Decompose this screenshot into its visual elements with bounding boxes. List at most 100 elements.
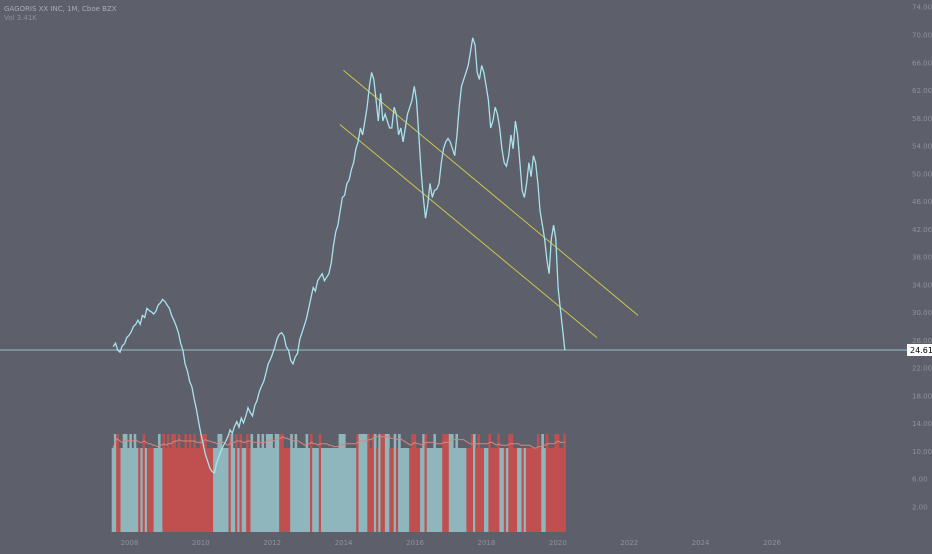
volume-bar xyxy=(188,434,192,532)
volume-bar xyxy=(338,434,342,532)
volume-bar xyxy=(226,448,229,532)
volume-bar xyxy=(556,434,560,532)
volume-bar xyxy=(303,448,306,532)
volume-bar xyxy=(292,448,295,532)
volume-bar xyxy=(217,434,221,532)
volume-bar xyxy=(345,448,348,532)
volume-bar xyxy=(206,448,209,532)
volume-bar xyxy=(428,448,432,532)
volume-bar xyxy=(281,434,284,532)
volume-bar xyxy=(219,434,223,532)
volume-bar xyxy=(248,448,251,532)
volume-bar xyxy=(307,448,311,532)
time-tick-label: 2024 xyxy=(692,539,710,547)
price-series-line xyxy=(112,37,566,474)
time-tick-label: 2010 xyxy=(192,539,210,547)
volume-bar xyxy=(477,434,480,532)
last-price-tag: 24.61 xyxy=(907,344,932,356)
volume-bar xyxy=(283,448,287,532)
volume-bar xyxy=(113,434,117,532)
volume-bar xyxy=(224,448,227,532)
volume-bar xyxy=(347,448,350,532)
volume-bar xyxy=(519,448,522,532)
volume-bar xyxy=(433,434,436,532)
volume-bar xyxy=(422,434,425,532)
volume-bar xyxy=(378,434,381,532)
volume-bar xyxy=(235,434,238,532)
volume-bar xyxy=(365,434,368,532)
volume-bar xyxy=(129,434,132,532)
volume-bar xyxy=(246,434,249,532)
volume-bar xyxy=(384,434,388,532)
volume-bar xyxy=(221,448,225,532)
volume-bar xyxy=(484,448,487,532)
volume-bar xyxy=(367,434,370,532)
volume-bar xyxy=(446,434,450,532)
volume-bar xyxy=(160,448,163,532)
volume-bar xyxy=(448,434,452,532)
volume-bar xyxy=(552,448,555,532)
volume-bar xyxy=(296,448,300,532)
volume-bar xyxy=(393,434,397,532)
volume-bar xyxy=(431,448,434,532)
volume-bar xyxy=(481,448,485,532)
price-tick-label: 10.00 xyxy=(912,448,932,456)
volume-bar xyxy=(409,448,412,532)
volume-bars xyxy=(111,434,566,532)
volume-bar xyxy=(151,448,154,532)
price-tick-label: 42.00 xyxy=(912,226,932,234)
volume-bar xyxy=(435,448,439,532)
price-tick-label: 54.00 xyxy=(912,143,932,151)
volume-bar xyxy=(492,448,496,532)
volume-bar xyxy=(558,448,562,532)
volume-bar xyxy=(362,434,366,532)
volume-bar xyxy=(455,434,458,532)
volume-bar xyxy=(294,434,298,532)
volume-bar xyxy=(508,434,511,532)
volume-bar xyxy=(426,448,430,532)
volume-bar xyxy=(259,448,262,532)
volume-bar xyxy=(323,448,326,532)
volume-bar xyxy=(279,434,282,532)
volume-bar xyxy=(312,448,315,532)
volume-bar xyxy=(530,448,533,532)
volume-readout: Vol 3.41K xyxy=(4,14,37,22)
volume-bar xyxy=(404,448,408,532)
volume-bar xyxy=(528,448,531,532)
volume-bar xyxy=(173,434,176,532)
price-tick-label: 6.00 xyxy=(912,476,928,484)
volume-bar xyxy=(239,434,243,532)
volume-bar xyxy=(162,434,165,532)
price-tick-label: 34.00 xyxy=(912,281,932,289)
volume-bar xyxy=(274,434,278,532)
volume-bar xyxy=(532,448,536,532)
volume-bar xyxy=(358,434,362,532)
price-tick-label: 46.00 xyxy=(912,198,932,206)
volume-bar xyxy=(237,448,240,532)
volume-bar xyxy=(120,448,124,532)
volume-moving-average-line xyxy=(112,436,565,449)
volume-bar xyxy=(204,434,207,532)
time-axis: 2008 2010 2012 2014 2016 2018 2020 2022 2024 2026 xyxy=(121,539,782,547)
volume-bar xyxy=(230,434,234,532)
volume-bar xyxy=(413,434,417,532)
volume-bar xyxy=(523,448,527,532)
volume-bar xyxy=(457,448,461,532)
volume-bar xyxy=(182,448,185,532)
volume-bar xyxy=(301,448,304,532)
volume-bar xyxy=(136,448,139,532)
price-tick-label: 62.00 xyxy=(912,87,932,95)
volume-bar xyxy=(402,448,406,532)
volume-bar xyxy=(327,448,331,532)
volume-bar xyxy=(268,434,271,532)
volume-bar xyxy=(299,448,302,532)
volume-bar xyxy=(534,448,538,532)
volume-bar xyxy=(147,448,150,532)
volume-bar xyxy=(325,448,328,532)
time-tick-label: 2014 xyxy=(335,539,353,547)
volume-bar xyxy=(380,434,384,532)
volume-bar xyxy=(510,434,514,532)
volume-bar xyxy=(506,448,509,532)
volume-bar xyxy=(495,448,498,532)
